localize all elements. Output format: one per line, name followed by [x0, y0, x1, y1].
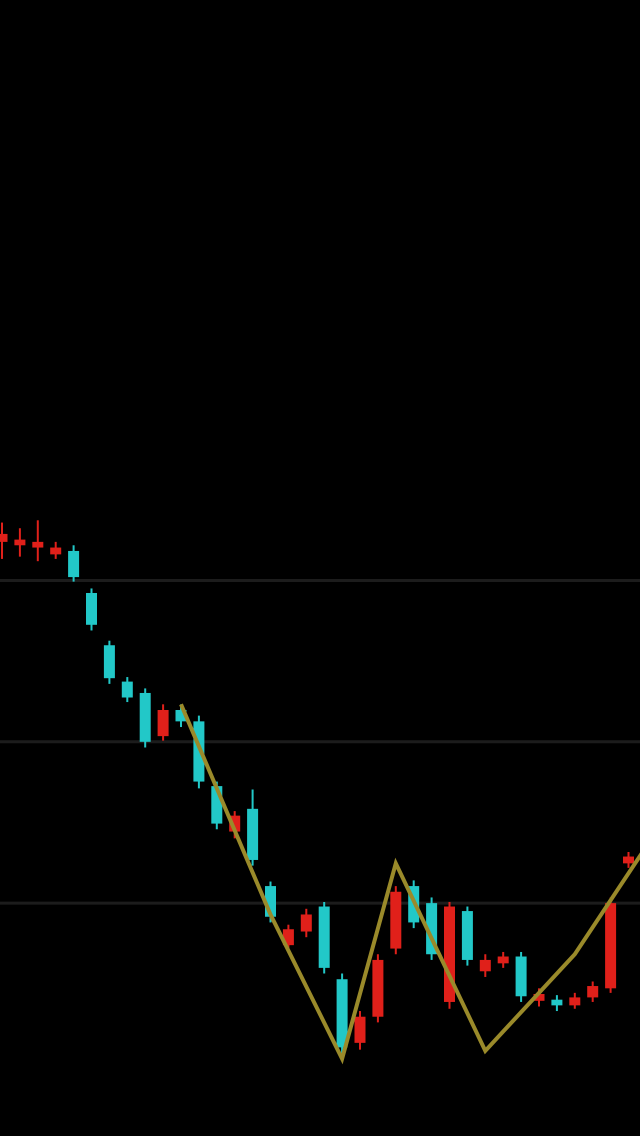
- candle-8: [121, 677, 133, 703]
- candle-12: [193, 715, 205, 789]
- candle-32: [551, 995, 563, 1012]
- candle-1: [0, 522, 8, 559]
- candle-body: [229, 815, 241, 832]
- candle-body: [265, 886, 276, 917]
- candle-body: [479, 959, 491, 972]
- candle-body: [32, 541, 44, 548]
- candle-body: [461, 911, 473, 960]
- candle-body: [139, 692, 151, 742]
- candle-28: [479, 954, 491, 977]
- candle-25: [426, 897, 438, 960]
- candle-29: [497, 951, 509, 968]
- candle-body: [569, 997, 581, 1006]
- candle-body: [86, 592, 97, 625]
- candle-20: [336, 973, 348, 1057]
- candle-35: [605, 897, 617, 993]
- candle-5: [68, 545, 80, 582]
- candle-body: [390, 891, 402, 949]
- candle-body: [354, 1016, 366, 1043]
- candle-30: [515, 951, 527, 1002]
- candle-body: [318, 906, 330, 968]
- candle-15: [247, 789, 259, 866]
- candle-body: [68, 550, 80, 578]
- candle-body: [372, 959, 384, 1017]
- candle-body: [103, 645, 115, 679]
- trend-line: [179, 703, 640, 1065]
- candle-body: [497, 956, 509, 964]
- candle-23: [390, 886, 402, 955]
- candle-3: [32, 520, 44, 562]
- candle-body: [444, 906, 455, 1002]
- candle-body: [336, 979, 348, 1048]
- candle-body: [533, 994, 545, 1001]
- candle-body: [14, 539, 26, 546]
- candle-19: [318, 901, 330, 974]
- candle-26: [444, 901, 455, 1009]
- candle-27: [461, 906, 473, 966]
- candle-body: [211, 786, 223, 824]
- candle-6: [86, 588, 97, 631]
- candle-18: [300, 908, 312, 938]
- candle-34: [587, 981, 599, 1002]
- candle-22: [372, 954, 384, 1023]
- candle-body: [623, 856, 634, 864]
- candle-body: [515, 956, 527, 997]
- candle-4: [50, 541, 62, 559]
- candle-body: [247, 808, 259, 860]
- candle-10: [157, 704, 169, 741]
- candle-body: [282, 929, 294, 946]
- candle-body: [193, 721, 205, 782]
- candle-body: [426, 903, 438, 955]
- candle-layer: [0, 520, 634, 1057]
- candle-body: [175, 710, 187, 722]
- candle-body: [551, 999, 563, 1006]
- candle-2: [14, 528, 26, 557]
- candle-body: [121, 681, 133, 698]
- grid-layer: [0, 578, 640, 905]
- candle-21: [354, 1011, 366, 1050]
- candle-33: [569, 992, 581, 1009]
- candle-36: [623, 852, 634, 868]
- trend-layer: [179, 703, 640, 1065]
- candle-body: [300, 914, 312, 932]
- candle-body: [587, 986, 599, 998]
- candle-body: [605, 903, 617, 989]
- candle-9: [139, 688, 151, 748]
- candle-body: [157, 710, 169, 737]
- candle-body: [0, 533, 8, 542]
- candle-body: [50, 547, 62, 555]
- candle-7: [103, 640, 115, 684]
